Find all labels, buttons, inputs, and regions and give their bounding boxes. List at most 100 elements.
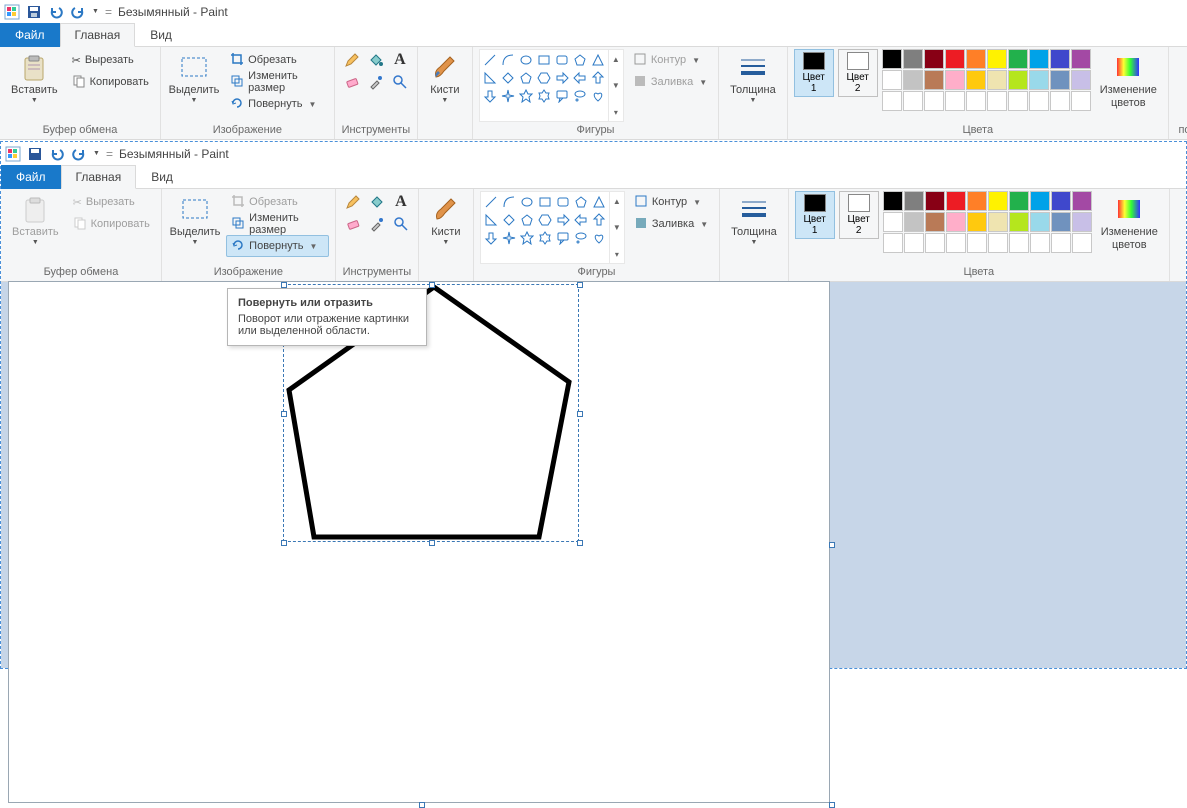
picker-tool[interactable] (365, 71, 387, 93)
zoom-tool[interactable] (389, 71, 411, 93)
qat-dropdown-icon[interactable]: ▼ (92, 8, 99, 15)
color-swatch[interactable] (1030, 212, 1050, 232)
thickness-button[interactable]: Толщина ▼ (725, 49, 781, 122)
color-swatch-empty[interactable] (1050, 91, 1070, 111)
shape-arrow-l[interactable] (572, 211, 590, 229)
outline-button[interactable]: Контур▼ (629, 191, 713, 213)
shape-callout2[interactable] (572, 229, 590, 247)
color-swatch-empty[interactable] (1009, 233, 1029, 253)
color2-button[interactable]: Цвет 2 (838, 49, 878, 97)
color-swatch[interactable] (1008, 49, 1028, 69)
color-swatch-empty[interactable] (966, 91, 986, 111)
selection-handle[interactable] (577, 282, 583, 288)
color-swatch-empty[interactable] (925, 233, 945, 253)
shape-oval[interactable] (518, 193, 536, 211)
fill-button[interactable]: Заливка▼ (629, 213, 713, 235)
shape-hexagon[interactable] (536, 211, 554, 229)
shape-arrow-r[interactable] (554, 211, 572, 229)
color-swatch-empty[interactable] (988, 233, 1008, 253)
selection-handle[interactable] (429, 282, 435, 288)
shape-pentagon[interactable] (518, 211, 536, 229)
color-swatch-empty[interactable] (1051, 233, 1071, 253)
color-swatch-empty[interactable] (1072, 233, 1092, 253)
shape-triangle[interactable] (590, 193, 608, 211)
brushes-button[interactable]: Кисти ▼ (424, 49, 466, 122)
shapes-more-icon[interactable]: ▾ (609, 104, 623, 120)
paste-button[interactable]: Вставить ▼ (7, 191, 64, 264)
shape-star5[interactable] (518, 229, 536, 247)
color-swatch[interactable] (988, 212, 1008, 232)
canvas-handle-se[interactable] (829, 802, 835, 808)
color-swatch[interactable] (1030, 191, 1050, 211)
color-swatch[interactable] (966, 49, 986, 69)
color-swatch[interactable] (1072, 191, 1092, 211)
selection-handle[interactable] (281, 411, 287, 417)
color-swatch[interactable] (1008, 70, 1028, 90)
selection-handle[interactable] (577, 411, 583, 417)
resize-button[interactable]: Изменить размер (226, 213, 329, 235)
pencil-tool[interactable] (342, 191, 364, 213)
outline-button[interactable]: Контур▼ (628, 49, 712, 71)
tab-file[interactable]: Файл (1, 165, 61, 189)
color-swatch[interactable] (988, 191, 1008, 211)
cut-button[interactable]: ✂Вырезать (67, 49, 154, 71)
resize-button[interactable]: Изменить размер (225, 71, 328, 93)
color-swatch-empty[interactable] (883, 233, 903, 253)
shapes-up-icon[interactable]: ▲ (609, 51, 623, 67)
shape-polygon[interactable] (572, 193, 590, 211)
color1-button[interactable]: Цвет 1 (795, 191, 835, 239)
text-tool[interactable]: A (390, 191, 412, 213)
color-swatch-empty[interactable] (903, 91, 923, 111)
color-swatch[interactable] (945, 70, 965, 90)
help-button[interactable]: Из (1175, 49, 1187, 122)
shape-callout[interactable] (553, 87, 571, 105)
color-swatch[interactable] (903, 49, 923, 69)
selection-handle[interactable] (429, 540, 435, 546)
shape-arrow-d[interactable] (481, 87, 499, 105)
color-swatch-empty[interactable] (1029, 91, 1049, 111)
shape-rect[interactable] (536, 193, 554, 211)
edit-colors-button[interactable]: Изменение цветов (1096, 191, 1163, 254)
color-swatch[interactable] (882, 49, 902, 69)
color-swatch[interactable] (987, 49, 1007, 69)
help-button[interactable]: по (1176, 191, 1187, 264)
shapes-up-icon[interactable]: ▲ (610, 193, 624, 209)
canvas-handle-e[interactable] (829, 542, 835, 548)
shape-heart[interactable] (589, 87, 607, 105)
save-icon[interactable] (24, 2, 44, 22)
shape-arrow-l[interactable] (571, 69, 589, 87)
shape-arrow-u[interactable] (589, 69, 607, 87)
undo-icon[interactable] (46, 2, 66, 22)
shape-callout2[interactable] (571, 87, 589, 105)
color-swatch[interactable] (1029, 49, 1049, 69)
pencil-tool[interactable] (341, 49, 363, 71)
color-swatch-empty[interactable] (1030, 233, 1050, 253)
color-swatch[interactable] (904, 212, 924, 232)
crop-button[interactable]: Обрезать (225, 49, 328, 71)
shapes-gallery[interactable] (480, 191, 610, 264)
color-swatch[interactable] (946, 191, 966, 211)
copy-button[interactable]: Копировать (68, 213, 155, 235)
color-swatch[interactable] (924, 49, 944, 69)
picker-tool[interactable] (366, 213, 388, 235)
select-button[interactable]: Выделить ▼ (168, 191, 222, 264)
color-swatch[interactable] (904, 191, 924, 211)
shape-diamond[interactable] (500, 211, 518, 229)
undo-icon[interactable] (47, 144, 67, 164)
color-swatch[interactable] (883, 191, 903, 211)
shape-heart[interactable] (590, 229, 608, 247)
color-swatch[interactable] (883, 212, 903, 232)
shape-triangle[interactable] (589, 51, 607, 69)
tab-view[interactable]: Вид (135, 23, 187, 47)
shape-star6[interactable] (535, 87, 553, 105)
shapes-gallery[interactable] (479, 49, 609, 122)
shape-arrow-u[interactable] (590, 211, 608, 229)
shape-hexagon[interactable] (535, 69, 553, 87)
shape-rect[interactable] (535, 51, 553, 69)
color-swatch[interactable] (987, 70, 1007, 90)
color-swatch[interactable] (925, 191, 945, 211)
color-swatch-empty[interactable] (946, 233, 966, 253)
color-swatch-empty[interactable] (945, 91, 965, 111)
eraser-tool[interactable] (341, 71, 363, 93)
shape-curve[interactable] (500, 193, 518, 211)
